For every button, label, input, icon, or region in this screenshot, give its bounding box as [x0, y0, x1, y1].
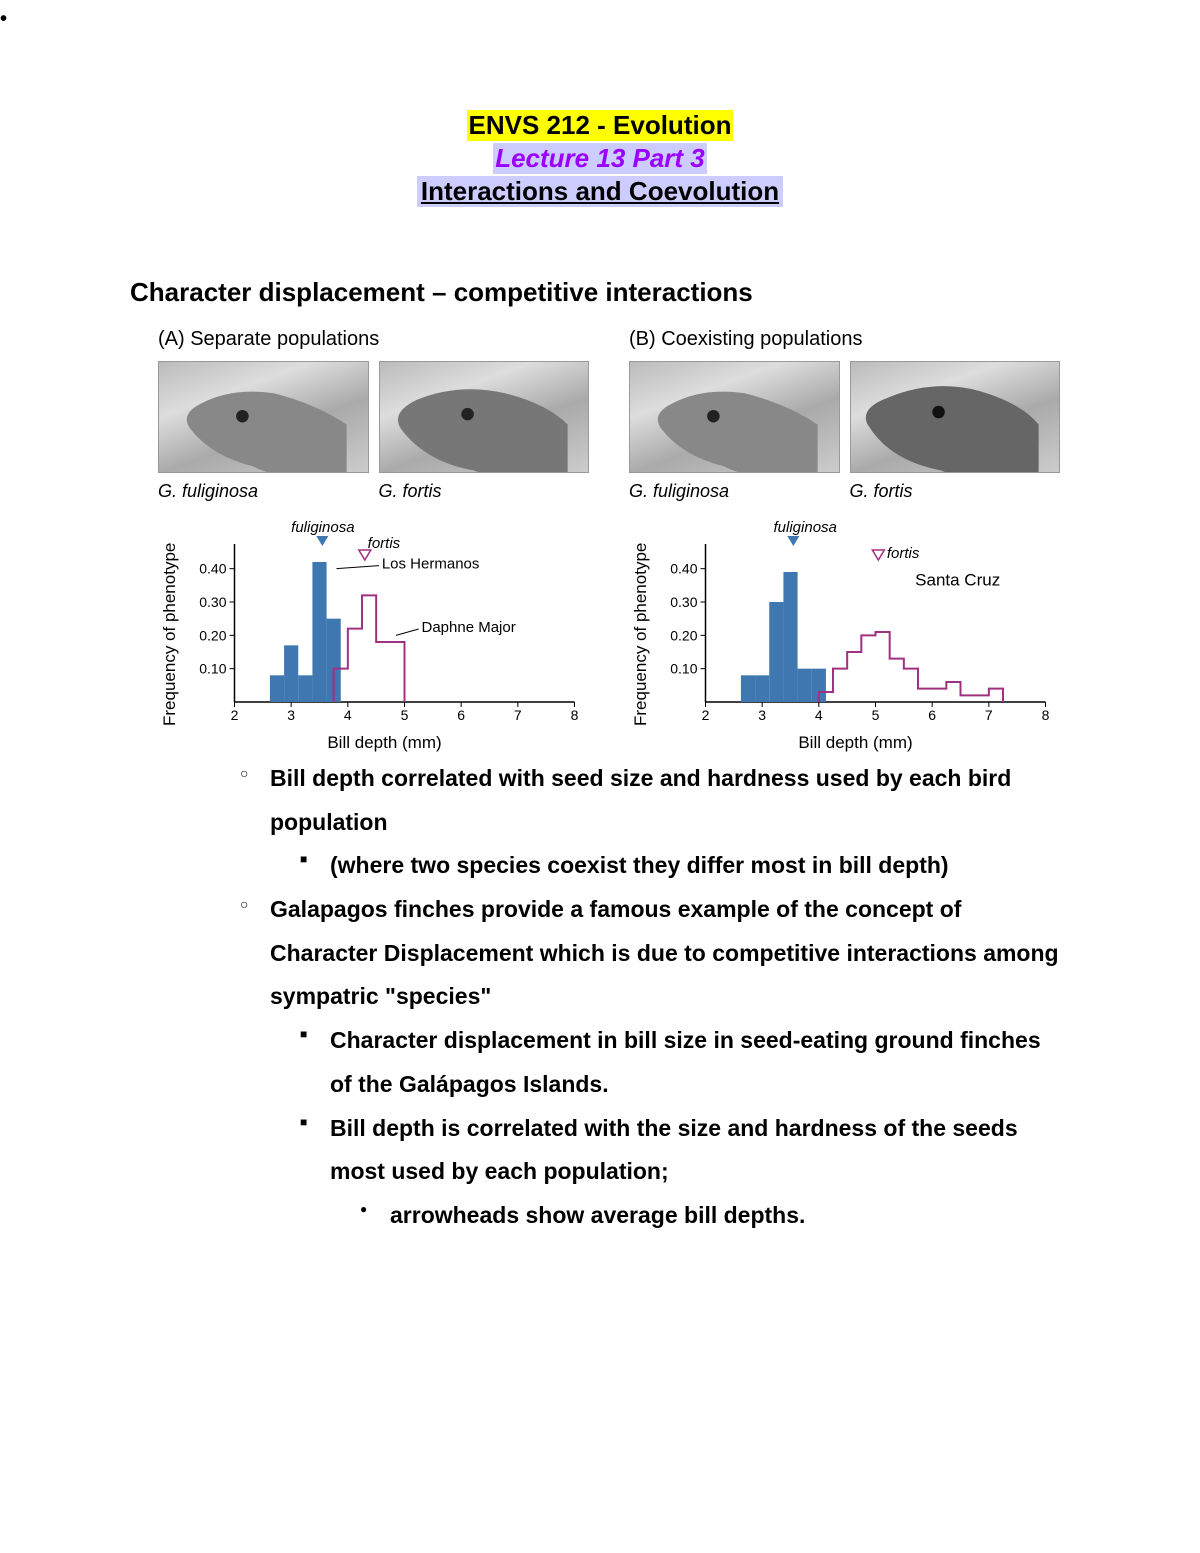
svg-text:8: 8: [1042, 707, 1050, 723]
notes: Bill depth correlated with seed size and…: [140, 757, 1060, 1238]
svg-text:0.20: 0.20: [670, 627, 697, 643]
svg-text:2: 2: [702, 707, 710, 723]
svg-text:3: 3: [287, 707, 295, 723]
svg-text:0.20: 0.20: [199, 627, 226, 643]
figure: (A) Separate populations G. fuliginosa G…: [158, 328, 1060, 753]
svg-text:4: 4: [815, 707, 823, 723]
svg-text:2: 2: [231, 707, 239, 723]
lecture-label: Lecture 13 Part 3: [493, 143, 707, 174]
svg-text:Los Hermanos: Los Hermanos: [382, 556, 480, 573]
photo-b-fuliginosa: [629, 361, 840, 473]
svg-text:7: 7: [985, 707, 993, 723]
svg-text:5: 5: [872, 707, 880, 723]
xlabel-b: Bill depth (mm): [651, 733, 1060, 753]
section-heading: Character displacement – competitive int…: [130, 277, 1060, 308]
label-a-fortis: G. fortis: [379, 481, 590, 502]
bullet-2a: Character displacement in bill size in s…: [300, 1019, 1060, 1106]
bullet-1a: (where two species coexist they differ m…: [300, 844, 1060, 888]
svg-text:0.40: 0.40: [670, 561, 697, 577]
course-title: ENVS 212 - Evolution: [467, 110, 734, 141]
svg-text:3: 3: [758, 707, 766, 723]
svg-text:0.10: 0.10: [199, 661, 226, 677]
panel-a-photos: [158, 361, 589, 473]
svg-text:4: 4: [344, 707, 352, 723]
xlabel-a: Bill depth (mm): [180, 733, 589, 753]
page: ENVS 212 - Evolution Lecture 13 Part 3 I…: [0, 0, 1200, 1553]
svg-text:7: 7: [514, 707, 522, 723]
svg-text:Santa Cruz: Santa Cruz: [915, 570, 1000, 589]
svg-text:fortis: fortis: [368, 535, 401, 552]
svg-text:6: 6: [928, 707, 936, 723]
lecture-subtitle: Interactions and Coevolution: [417, 176, 783, 207]
photo-a-fuliginosa: [158, 361, 369, 473]
svg-text:6: 6: [457, 707, 465, 723]
label-a-fuliginosa: G. fuliginosa: [158, 481, 369, 502]
panel-b: (B) Coexisting populations G. fuliginosa…: [629, 328, 1060, 753]
svg-text:0.30: 0.30: [199, 594, 226, 610]
svg-text:5: 5: [401, 707, 409, 723]
svg-text:0.30: 0.30: [670, 594, 697, 610]
svg-text:8: 8: [571, 707, 579, 723]
panel-b-title: (B) Coexisting populations: [629, 328, 1060, 351]
ylabel-b: Frequency of phenotype: [629, 516, 651, 753]
svg-text:0.10: 0.10: [670, 661, 697, 677]
bullet-1: Bill depth correlated with seed size and…: [240, 757, 1060, 844]
chart-b: 0.10 0.20 0.30 0.40 2 3 4 5 6 7 8 fuliginosa Santa C…: [651, 516, 1060, 726]
svg-text:Daphne Major: Daphne Major: [422, 619, 516, 636]
bullet-2: Galapagos finches provide a famous examp…: [240, 888, 1060, 1019]
photo-b-fortis: [850, 361, 1061, 473]
label-b-fortis: G. fortis: [850, 481, 1061, 502]
panel-a: (A) Separate populations G. fuliginosa G…: [158, 328, 589, 753]
panel-b-photos: [629, 361, 1060, 473]
bullet-2b1: arrowheads show average bill depths.: [360, 1194, 1060, 1238]
bullet-2b: Bill depth is correlated with the size a…: [300, 1107, 1060, 1194]
svg-text:fuliginosa: fuliginosa: [291, 519, 354, 536]
svg-text:0.40: 0.40: [199, 561, 226, 577]
svg-text:fortis: fortis: [887, 545, 920, 562]
panel-a-title: (A) Separate populations: [158, 328, 589, 351]
header: ENVS 212 - Evolution Lecture 13 Part 3 I…: [140, 110, 1060, 207]
chart-a: 0.10 0.20 0.30 0.40 2 3 4 5 6 7 8 fuliginosa Los Her…: [180, 516, 589, 726]
ylabel-a: Frequency of phenotype: [158, 516, 180, 753]
svg-text:fuliginosa: fuliginosa: [774, 519, 837, 536]
label-b-fuliginosa: G. fuliginosa: [629, 481, 840, 502]
photo-a-fortis: [379, 361, 590, 473]
